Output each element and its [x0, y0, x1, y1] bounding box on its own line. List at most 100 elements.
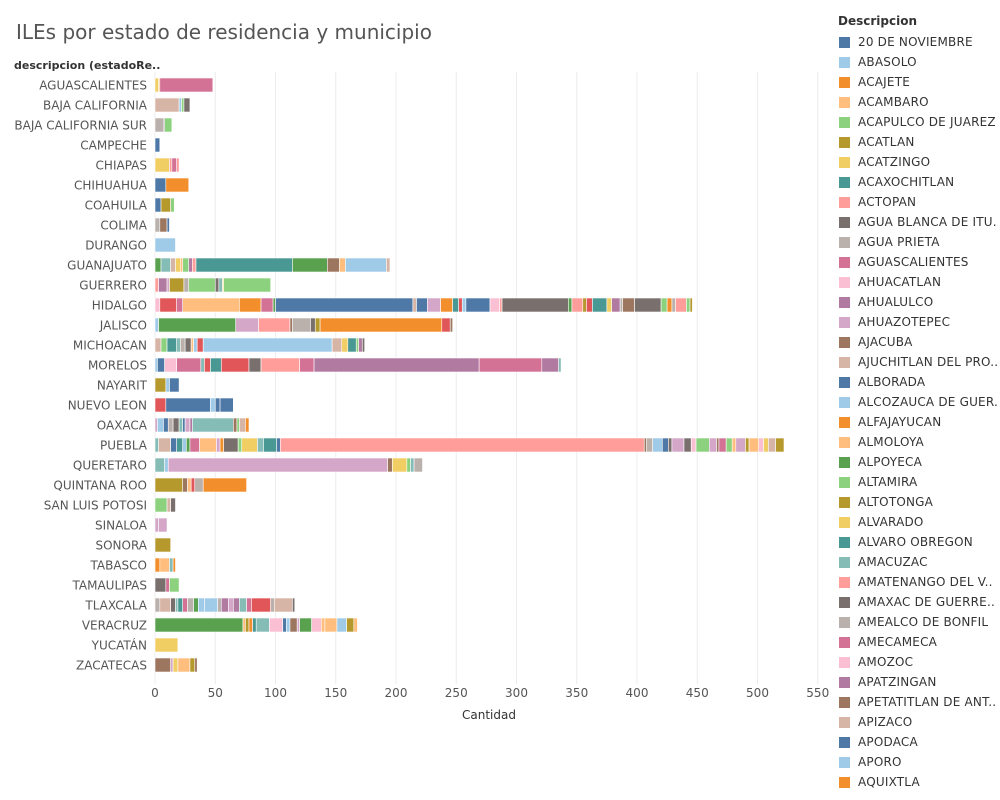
bar-segment[interactable]: [154, 117, 164, 133]
bar-segment[interactable]: [461, 297, 467, 313]
bar-segment[interactable]: [634, 297, 662, 313]
bar-segment[interactable]: [558, 357, 562, 373]
bar-segment[interactable]: [187, 597, 194, 613]
legend-item[interactable]: ACTOPAN: [838, 192, 998, 212]
y-category-label[interactable]: SINALOA: [95, 519, 148, 533]
bar-segment[interactable]: [154, 257, 162, 273]
bar-segment[interactable]: [220, 597, 229, 613]
bar-segment[interactable]: [251, 597, 271, 613]
bar-segment[interactable]: [586, 297, 593, 313]
bar-segment[interactable]: [154, 357, 158, 373]
bar-segment[interactable]: [158, 317, 237, 333]
y-category-label[interactable]: HIDALGO: [92, 299, 147, 313]
bar-segment[interactable]: [154, 237, 176, 253]
bar-segment[interactable]: [282, 617, 287, 633]
bar-segment[interactable]: [170, 437, 177, 453]
bar-segment[interactable]: [671, 437, 685, 453]
bar-segment[interactable]: [204, 597, 218, 613]
legend-item[interactable]: AMAXAC DE GUERRE..: [838, 592, 998, 612]
bar-segment[interactable]: [223, 437, 239, 453]
bar-segment[interactable]: [158, 437, 171, 453]
bar-segment[interactable]: [165, 177, 190, 193]
bar-segment[interactable]: [501, 297, 569, 313]
bar-segment[interactable]: [361, 337, 365, 353]
bar-segment[interactable]: [260, 357, 300, 373]
bar-segment[interactable]: [763, 437, 769, 453]
bar-segment[interactable]: [582, 297, 587, 313]
bar-segment[interactable]: [276, 437, 281, 453]
bar-segment[interactable]: [292, 317, 311, 333]
bar-segment[interactable]: [169, 157, 173, 173]
bar-segment[interactable]: [170, 257, 176, 273]
bar-segment[interactable]: [324, 617, 338, 633]
legend-item[interactable]: ALVARO OBREGON: [838, 532, 998, 552]
bar-segment[interactable]: [200, 357, 205, 373]
bar-segment[interactable]: [275, 297, 414, 313]
bar-segment[interactable]: [296, 617, 300, 633]
bar-segment[interactable]: [219, 437, 224, 453]
bar-segment[interactable]: [176, 337, 181, 353]
bar-segment[interactable]: [169, 577, 180, 593]
bar-segment[interactable]: [154, 417, 158, 433]
bar-segment[interactable]: [775, 437, 785, 453]
legend-item[interactable]: APORO: [838, 752, 998, 772]
bar-segment[interactable]: [154, 77, 159, 93]
bar-segment[interactable]: [188, 277, 216, 293]
legend-list[interactable]: 20 DE NOVIEMBRE ABASOLO ACAJETE ACAMBARO ACA…: [838, 32, 998, 792]
bar-segment[interactable]: [345, 257, 387, 273]
bar-segment[interactable]: [204, 357, 211, 373]
legend-item[interactable]: AHUACATLAN: [838, 272, 998, 292]
bar-segment[interactable]: [745, 437, 750, 453]
bar-segment[interactable]: [280, 437, 645, 453]
bar-segment[interactable]: [347, 337, 357, 353]
legend-item[interactable]: APODACA: [838, 732, 998, 752]
bar-segment[interactable]: [248, 617, 253, 633]
bar-segment[interactable]: [154, 217, 161, 233]
bar-segment[interactable]: [252, 617, 257, 633]
bar-segment[interactable]: [686, 297, 691, 313]
bar-segment[interactable]: [180, 337, 186, 353]
bar-segment[interactable]: [198, 597, 205, 613]
legend-item[interactable]: AMATENANGO DEL V..: [838, 572, 998, 592]
bar-segment[interactable]: [441, 317, 451, 333]
bar-segment[interactable]: [160, 197, 171, 213]
legend-item[interactable]: AHUALULCO: [838, 292, 998, 312]
legend-item[interactable]: APIZACO: [838, 712, 998, 732]
legend-item[interactable]: ACAPULCO DE JUAREZ: [838, 112, 998, 132]
y-category-label[interactable]: YUCATÁN: [91, 638, 147, 653]
bar-segment[interactable]: [158, 517, 168, 533]
y-category-label[interactable]: NUEVO LEON: [68, 399, 147, 413]
bar-segment[interactable]: [182, 477, 188, 493]
bar-segment[interactable]: [160, 257, 171, 273]
bar-segment[interactable]: [660, 297, 668, 313]
bar-segment[interactable]: [175, 257, 181, 273]
bar-segment[interactable]: [154, 537, 171, 553]
y-category-label[interactable]: CHIAPAS: [96, 159, 147, 173]
bar-segment[interactable]: [725, 437, 733, 453]
bar-segment[interactable]: [270, 597, 275, 613]
bar-segment[interactable]: [689, 297, 693, 313]
bar-segment[interactable]: [355, 337, 359, 353]
bar-segment[interactable]: [154, 477, 184, 493]
bar-segment[interactable]: [170, 497, 176, 513]
bar-segment[interactable]: [192, 257, 197, 273]
bar-segment[interactable]: [159, 217, 168, 233]
bar-segment[interactable]: [327, 257, 340, 273]
bar-segment[interactable]: [258, 317, 291, 333]
bar-segment[interactable]: [410, 457, 415, 473]
y-category-label[interactable]: CHIHUAHUA: [74, 179, 148, 193]
legend-item[interactable]: AJACUBA: [838, 332, 998, 352]
bar-segment[interactable]: [668, 437, 673, 453]
legend-item[interactable]: AMOZOC: [838, 652, 998, 672]
bar-segment[interactable]: [154, 137, 161, 153]
bar-segment[interactable]: [196, 337, 204, 353]
legend-item[interactable]: ALPOYECA: [838, 452, 998, 472]
bar-segment[interactable]: [218, 277, 223, 293]
legend-item[interactable]: ALMOLOYA: [838, 432, 998, 452]
bar-segment[interactable]: [452, 297, 459, 313]
bar-segment[interactable]: [489, 297, 500, 313]
bar-segment[interactable]: [154, 437, 159, 453]
bar-segment[interactable]: [190, 337, 194, 353]
bar-segment[interactable]: [157, 357, 165, 373]
bar-segment[interactable]: [273, 597, 293, 613]
